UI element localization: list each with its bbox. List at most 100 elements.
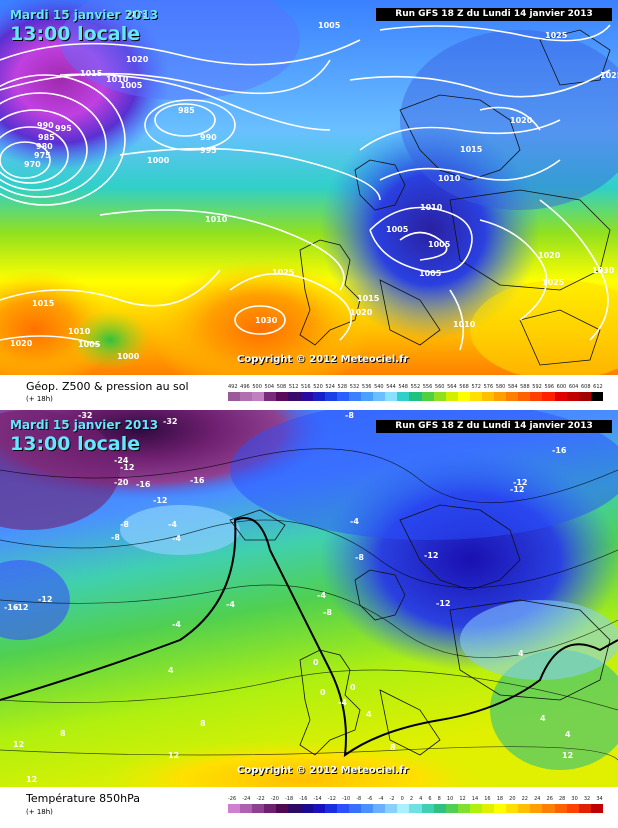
scale-color-swatch (566, 392, 579, 401)
scale-tick-label: 560 (434, 384, 445, 390)
isobar-label: 1020 (350, 308, 373, 317)
scale-tick-label: 600 (556, 384, 567, 390)
legend-subtitle: (+ 18h) (26, 395, 53, 403)
temp-label: 4 (540, 714, 546, 723)
temp-label: -32 (78, 411, 92, 420)
scale-color-swatch (481, 392, 495, 401)
scale-tick-label: 28 (558, 796, 566, 802)
forecast-time: 13:00 locale (10, 23, 141, 45)
isobar-label: 975 (34, 151, 51, 160)
scale-tick-label: 18 (496, 796, 504, 802)
temp-label: 12 (26, 775, 37, 784)
scale-tick-label: -8 (356, 796, 362, 802)
scale-color-swatch (518, 804, 531, 813)
scale-color-swatch (288, 392, 301, 401)
temp-label: -32 (163, 417, 177, 426)
isobar-label: 1025 (545, 31, 568, 40)
zero-isotherm (0, 517, 618, 758)
isobar-label: 1020 (538, 251, 561, 260)
atlantic-low-shading (0, 0, 170, 170)
isobar-label: 990 (200, 133, 217, 142)
isobar-label: 1010 (453, 320, 476, 329)
scale-tick-label: 544 (386, 384, 396, 390)
isobar-label: 1005 (419, 269, 442, 278)
scale-color-swatch (506, 392, 519, 401)
forecast-time: 13:00 locale (10, 433, 141, 455)
scale-tick-label: 540 (374, 384, 384, 390)
temp-label: 4 (168, 666, 174, 675)
temp-label: -12 (120, 463, 134, 472)
isobar-label: 1020 (510, 116, 533, 125)
scale-tick-label: 528 (337, 384, 348, 390)
scale-color-swatch (530, 392, 543, 401)
scale-color-swatch (228, 804, 241, 813)
scale-tick-label: 580 (495, 384, 506, 390)
isobar-label: 1015 (357, 294, 380, 303)
scale-color-swatch (590, 804, 603, 813)
temp-label: -8 (355, 553, 364, 562)
scale-tick-label: 12 (459, 796, 466, 802)
isobar-label: 1005 (120, 81, 143, 90)
scale-color-swatch (252, 804, 265, 813)
temp-label: -4 (350, 517, 359, 526)
scale-tick-label: 516 (301, 384, 311, 390)
scale-color-swatch (324, 804, 337, 813)
isobar-label: 1015 (32, 299, 55, 308)
temp-label: 8 (200, 719, 206, 728)
temp-label: -4 (338, 698, 347, 707)
scale-tick-label: 604 (568, 384, 579, 390)
isobar-label: 1020 (126, 55, 149, 64)
forecast-date: Mardi 15 janvier 2013 (10, 8, 159, 22)
isobar-label: 1030 (255, 316, 278, 325)
temp-label: -24 (114, 456, 129, 465)
temp-label: -12 (14, 603, 28, 612)
isobar-label: 1025 (272, 268, 295, 277)
scale-tick-label: -26 (228, 796, 237, 802)
temp-label: -4 (172, 620, 181, 629)
isobar-label: 985 (178, 106, 195, 115)
temp-label: 4 (366, 710, 372, 719)
isotherms (0, 448, 618, 761)
isobar-labels: 1025 1005 1020 1015 1010 1005 990 995 98… (10, 10, 618, 361)
scale-color-swatch (554, 392, 567, 401)
scale-color-swatch (300, 804, 313, 813)
subtropical-warm-shading (100, 740, 500, 787)
color-scale-ticks: 492 496 500 504 508 512 516 520 524 528 532 536 540 5… (228, 384, 603, 390)
copyright-text: Copyright © 2012 Meteociel.fr (237, 354, 409, 365)
scale-tick-label: 6 (428, 796, 432, 802)
isobar-label: 1005 (78, 340, 101, 349)
scale-tick-label: 504 (264, 384, 275, 390)
isobar-label: 995 (55, 124, 72, 133)
scale-tick-label: 30 (571, 796, 578, 802)
model-run-label: Run GFS 18 Z du Lundi 14 janvier 2013 (376, 420, 612, 433)
temp-label: -8 (323, 608, 332, 617)
scale-tick-label: 564 (447, 384, 457, 390)
scale-color-swatch (578, 804, 591, 813)
isobar-label: 985 (38, 133, 55, 142)
scale-color-swatch (228, 392, 241, 401)
copyright-text: Copyright © 2012 Meteociel.fr (237, 765, 409, 776)
scale-tick-label: 22 (521, 796, 528, 802)
scale-tick-label: -14 (313, 796, 322, 802)
isobar-label: 1015 (80, 69, 103, 78)
scale-tick-label: 524 (325, 384, 335, 390)
scale-color-swatch (276, 804, 289, 813)
model-run-label: Run GFS 18 Z du Lundi 14 janvier 2013 (376, 8, 612, 21)
temp-label: -12 (513, 478, 527, 487)
scale-tick-label: -18 (285, 796, 294, 802)
scale-tick-label: 568 (459, 384, 469, 390)
scale-tick-label: 572 (471, 384, 481, 390)
isobar-label: 995 (200, 146, 217, 155)
scale-color-swatch (264, 392, 277, 401)
scale-tick-label: 492 (228, 384, 238, 390)
scale-color-swatch (542, 392, 555, 401)
isobar-label: 1030 (592, 266, 615, 275)
scale-color-swatch (494, 804, 507, 813)
scale-color-swatch (373, 804, 386, 813)
isobar-label: 1025 (126, 10, 149, 19)
scale-color-swatch (312, 392, 325, 401)
scale-color-swatch (361, 392, 374, 401)
temp-label: -16 (552, 446, 567, 455)
isobar-label: 1010 (68, 327, 91, 336)
scale-color-swatch (397, 392, 410, 401)
